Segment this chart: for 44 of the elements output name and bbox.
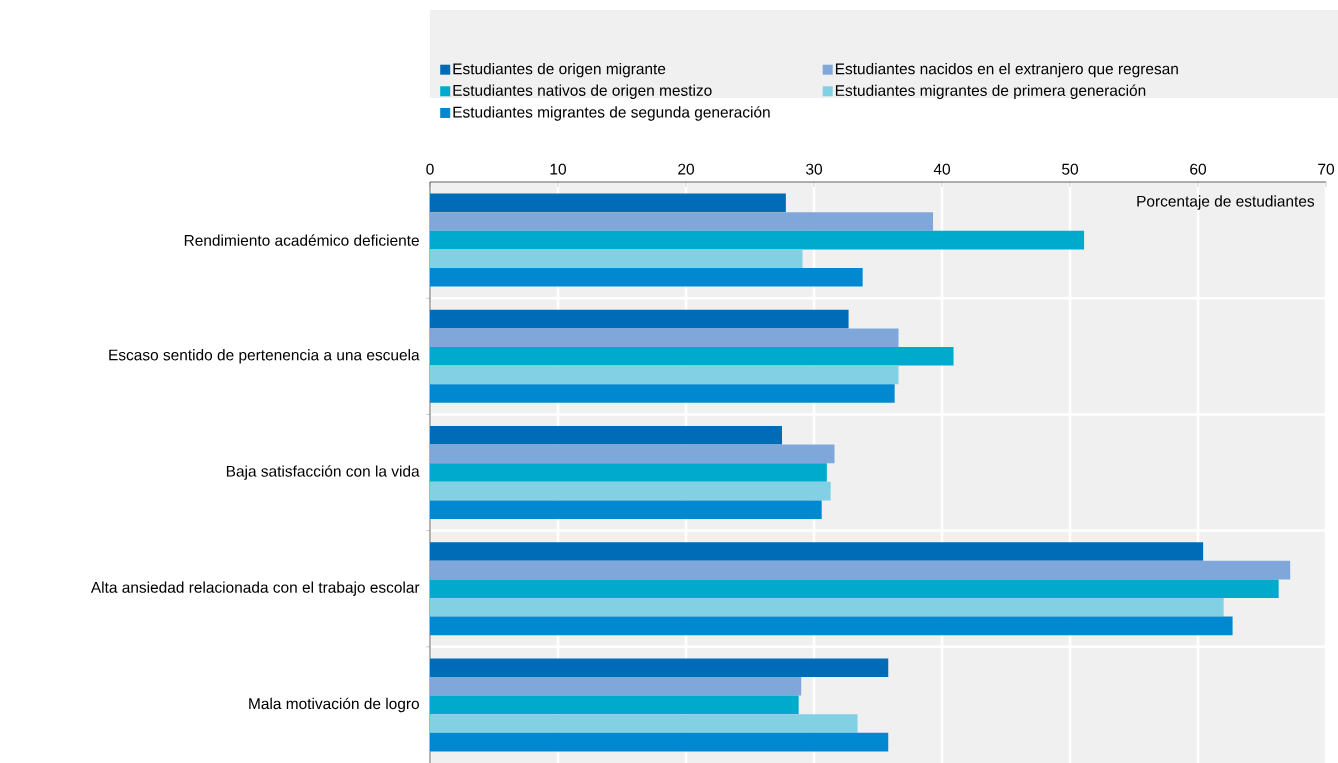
bar <box>430 714 858 733</box>
y-tick-label: Baja satisfacción con la vida <box>226 465 420 480</box>
bar <box>430 230 1085 250</box>
bar <box>430 732 889 752</box>
bar <box>430 542 1204 561</box>
bar <box>430 347 954 366</box>
legend-label: Estudiantes de origen migrante <box>453 62 666 78</box>
bar <box>430 193 786 213</box>
x-tick-label: 30 <box>806 163 822 175</box>
bar <box>430 365 899 385</box>
x-tick-label: 60 <box>1190 163 1206 175</box>
bar <box>430 444 835 464</box>
legend-label: Estudiantes migrantes de primera generación <box>835 84 1146 100</box>
bar <box>430 658 889 678</box>
bar <box>430 677 802 696</box>
bar <box>430 560 1291 580</box>
bar <box>430 309 849 329</box>
y-tick-label: Escaso sentido de pertenencia a una escuela <box>109 349 420 364</box>
legend-label: Estudiantes nativos de origen mestizo <box>453 84 712 99</box>
x-tick-label: 10 <box>550 163 566 175</box>
bar <box>430 481 831 501</box>
bar <box>430 598 1224 617</box>
x-tick-label: 0 <box>426 163 434 175</box>
x-tick-label: 20 <box>678 163 694 175</box>
bar <box>430 500 822 519</box>
legend-label: Estudiantes nacidos en el extranjero que regresan <box>835 62 1178 78</box>
y-tick-label: Rendimiento académico deficiente <box>184 234 419 246</box>
bar <box>430 426 783 445</box>
x-tick-label: 70 <box>1318 163 1335 175</box>
bar <box>430 212 934 231</box>
bar <box>430 616 1233 636</box>
bar <box>430 463 827 482</box>
bar <box>430 328 899 347</box>
bar <box>430 695 799 715</box>
x-tick-label: 50 <box>1062 163 1078 175</box>
y-tick-label: Alta ansiedad relacionada con el trabajo escolar <box>90 581 420 596</box>
bar <box>430 579 1279 598</box>
x-axis-title: Porcentaje de estudiantes <box>1137 195 1315 210</box>
bar <box>430 384 895 403</box>
y-tick-label: Mala motivación de logro <box>249 697 419 713</box>
x-tick-label: 40 <box>933 163 950 175</box>
bar <box>430 267 863 287</box>
legend-label: Estudiantes migrantes de segunda generación <box>453 106 770 121</box>
bar <box>430 249 803 268</box>
